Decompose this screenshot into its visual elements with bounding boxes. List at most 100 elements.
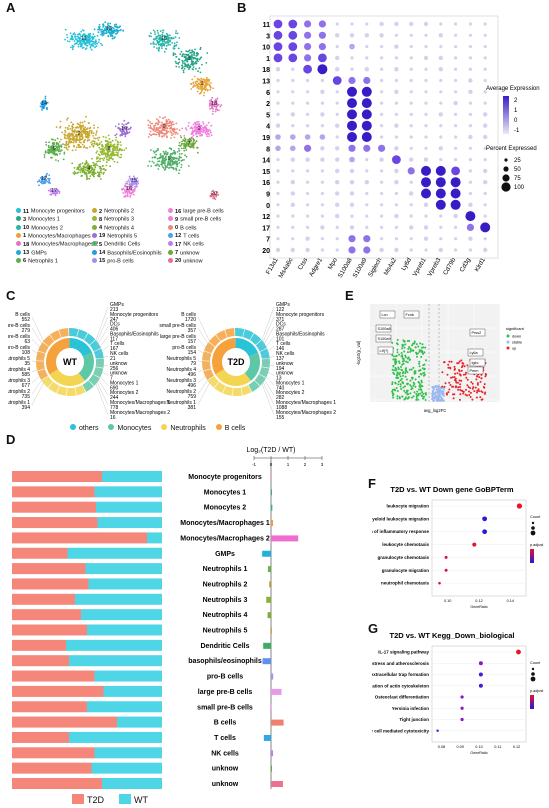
umap-point [52,151,55,154]
umap-point [67,137,70,140]
p-adjust-bar [530,695,534,709]
dot-3-Adgre1 [318,31,326,39]
gene-label: Ctss [297,257,309,271]
pct-dot [501,182,511,192]
dot-11-Vpreb1 [423,21,429,27]
umap-point [85,146,87,149]
umap-point [111,34,114,37]
umap-point [70,46,72,49]
umap-point [174,133,177,135]
umap-point [164,42,167,44]
umap-point [199,83,202,86]
up-point [465,388,467,391]
umap-point [201,134,203,136]
down-point [393,373,396,376]
umap-point [69,128,72,130]
outer-ring-segment [214,381,226,394]
inner-ring-segment [215,369,251,386]
dot-2-Siglech [380,101,384,105]
count-dot [531,521,535,525]
umap-point [63,133,66,136]
dot-12-Vpreb1 [424,214,428,218]
umap-point [177,47,180,50]
umap-point [52,150,55,152]
leader [95,371,109,386]
down-point [417,398,420,401]
umap-point [75,134,78,137]
umap-point [100,42,102,45]
umap-point [56,154,59,157]
umap-point [202,121,204,123]
umap-point [84,126,86,129]
umap-point [156,47,158,49]
umap-point [47,177,49,180]
umap-point [80,125,83,128]
dot-11-Cd3g [468,22,472,26]
leader [31,338,45,353]
dot-0-Mpo [335,202,340,207]
gene-label: Siglech [367,256,384,278]
bar-t2d [12,624,87,636]
leader [261,326,275,349]
dot-20-Klrd1 [483,247,488,253]
umap-point [92,164,95,167]
dot-4-Klrd1 [483,123,488,128]
umap-legend-item: 18 Monocytes/Macrophages 2 [16,241,98,249]
gene-label: Pmm [470,369,479,373]
log2-bar [267,612,271,619]
dot-10-Ctss [304,43,312,51]
umap-legend-item: 3 Monocytes 1 [16,216,60,224]
row-label: 11 [263,22,271,29]
gene-label: Igkc [472,361,479,365]
umap-point [112,27,115,30]
up-point [446,373,449,376]
umap-point [152,150,155,153]
bar-wt [103,685,162,697]
cluster-label: 16 [126,186,132,192]
dot-3-F13a1 [273,30,283,40]
umap-point [177,147,180,150]
row-label: Monocytes 1 [204,489,247,496]
dot-15-Vpreb3 [435,165,446,176]
umap-point [125,123,127,126]
umap-point [74,126,77,129]
legend-label: Basophils/Eosinophils [107,250,162,256]
umap-point [76,172,79,175]
dot-17-Ly6d [409,225,414,230]
umap-point [92,144,95,147]
legend-label: down [512,335,521,339]
down-point [413,342,416,345]
umap-point [124,185,127,188]
umap-point [73,131,76,134]
down-point [402,339,405,342]
dot-15-Cd3g [468,169,472,173]
log2-bar [271,627,272,634]
dot-19-Vpreb3 [439,135,443,139]
up-point [444,382,447,385]
umap-point [81,42,84,45]
down-point [418,350,421,353]
umap-point [200,77,203,80]
umap-point [156,29,159,32]
gene-label-box [467,366,484,375]
row-label: 3 [266,33,270,40]
dot-2-Vpreb3 [439,101,443,105]
term-dot [516,649,521,655]
dot-6-S100a9 [361,86,372,97]
down-point [416,390,419,393]
dot-0-Klrd1 [483,203,487,207]
down-point [419,342,422,345]
up-point [481,391,484,394]
umap-point [67,117,69,120]
left-label: Neutrophils 5 [8,356,30,362]
umap-point [178,58,181,61]
umap-point [155,122,158,125]
umap-point [147,119,150,122]
umap-point [153,125,156,127]
umap-point [190,56,193,58]
dot-15-S100a8 [349,168,355,174]
umap-point [160,37,163,40]
umap-point [133,182,136,185]
umap-point [82,39,85,42]
dot-plot: 11310118136254198141516901217720F13a1Ms4… [262,15,540,279]
